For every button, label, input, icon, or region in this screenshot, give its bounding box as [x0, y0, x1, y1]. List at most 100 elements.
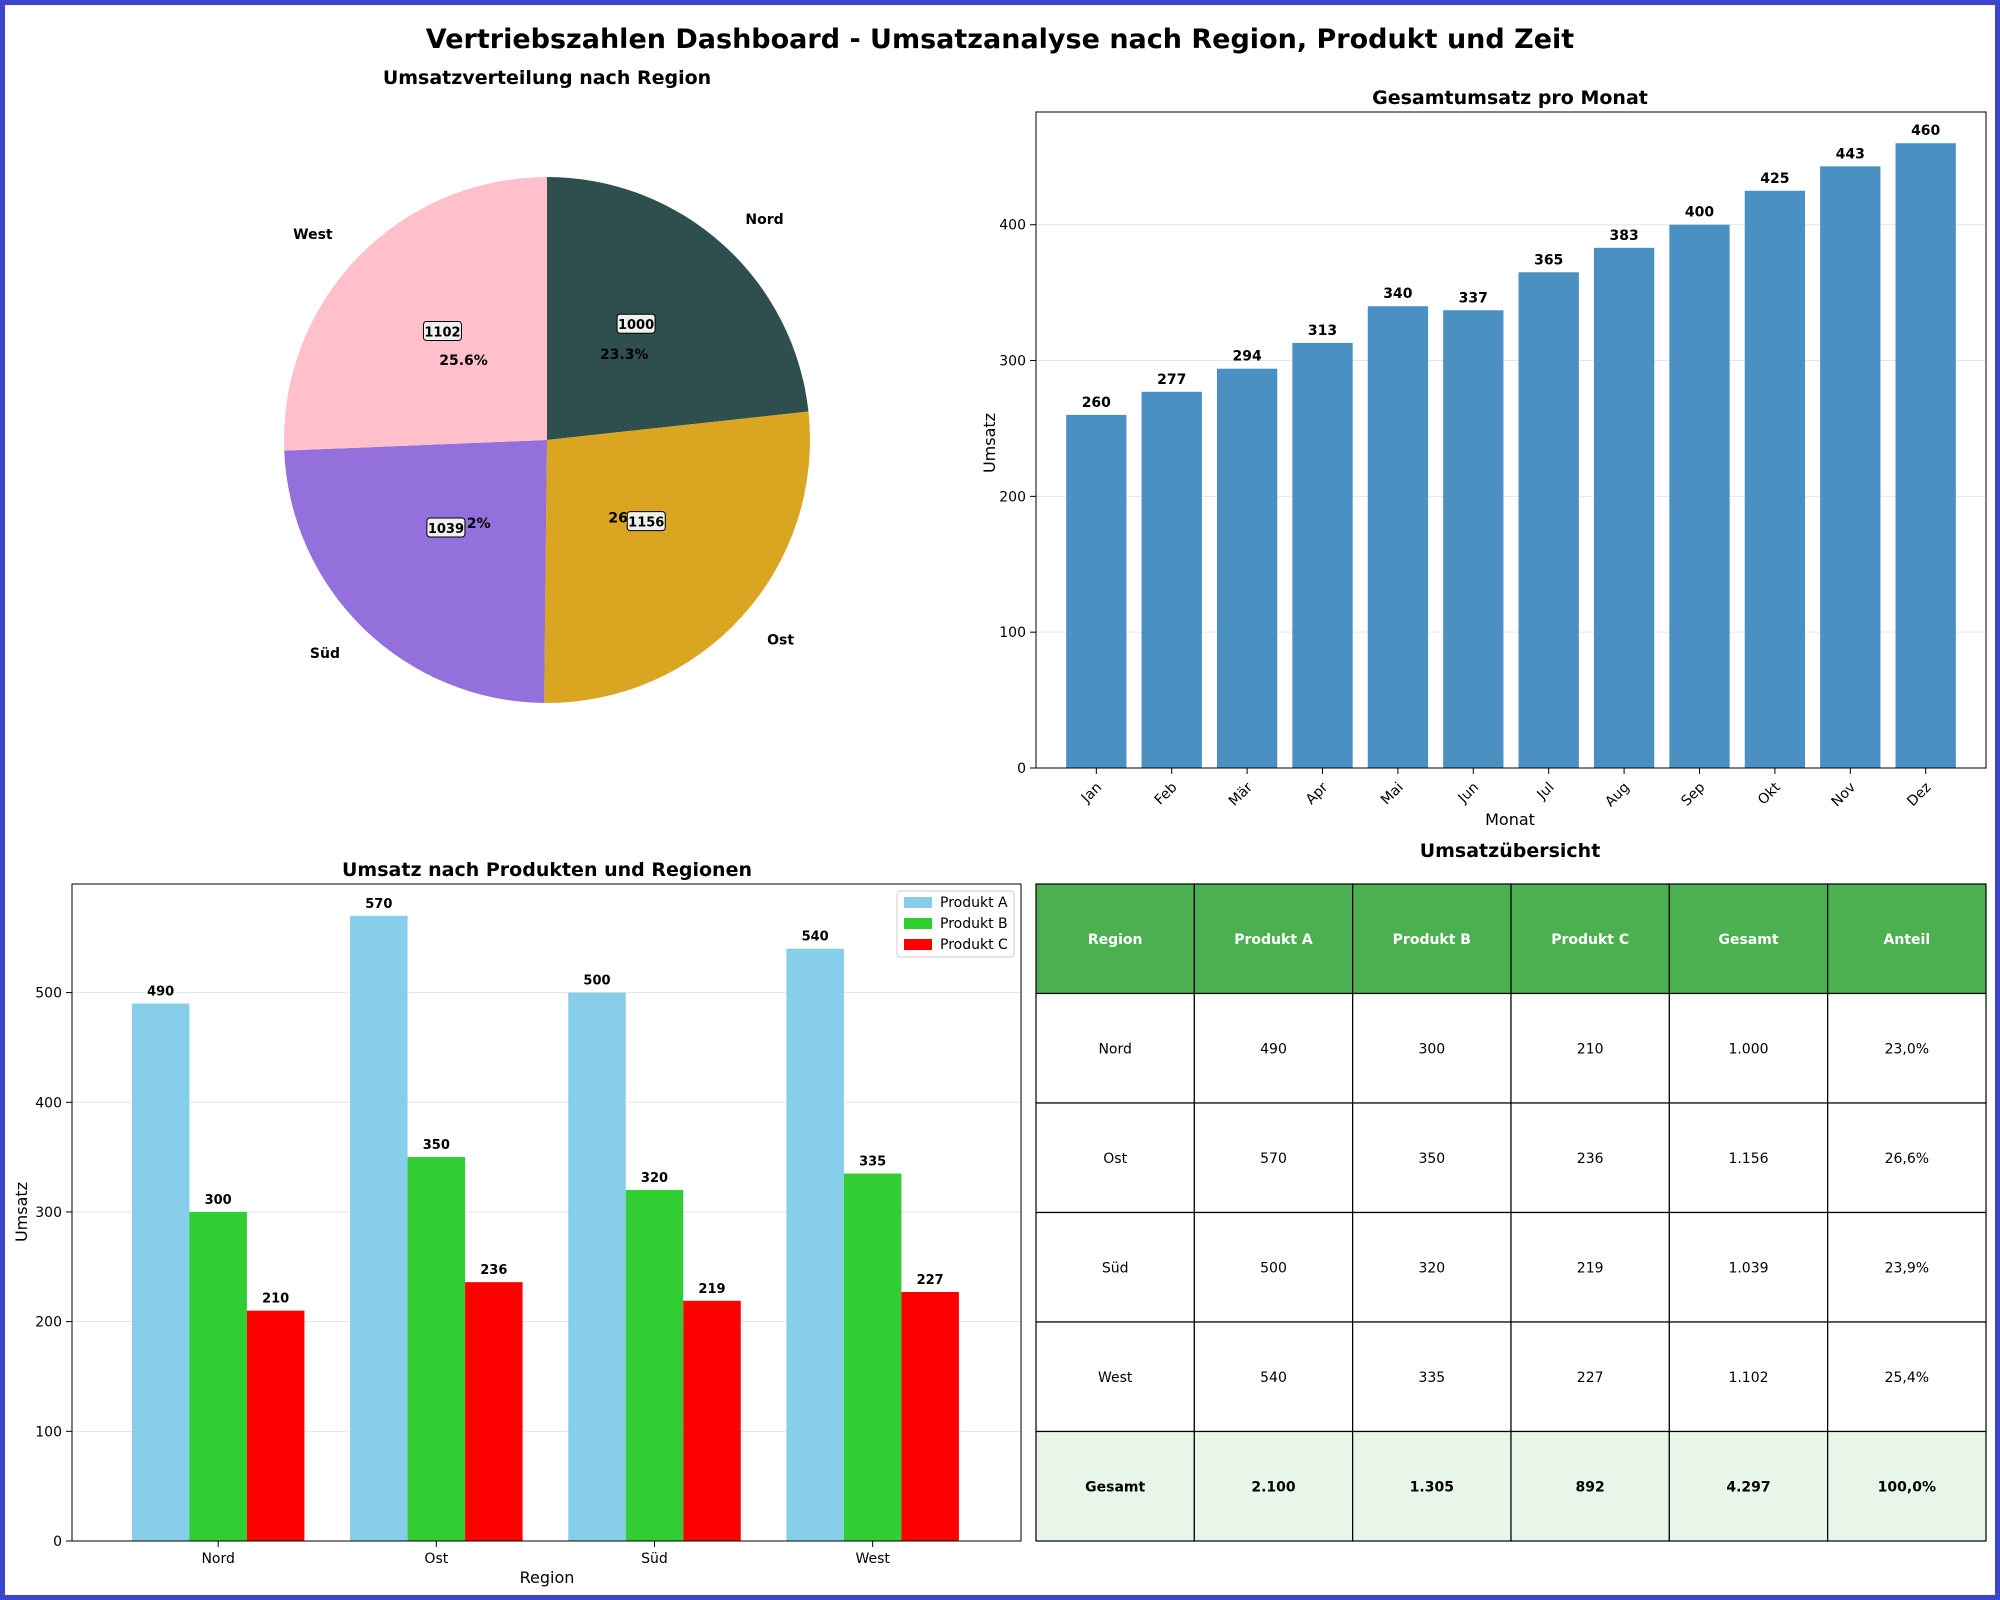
grouped-value-2-2: 219 — [698, 1282, 725, 1297]
grouped-ytick-label-1: 100 — [35, 1424, 62, 1440]
table-total-cell-3: 892 — [1576, 1479, 1605, 1495]
monthly-ytick-label-2: 200 — [999, 489, 1026, 505]
monthly-bar-1 — [1141, 391, 1202, 768]
table-cell-3-0: West — [1098, 1370, 1133, 1386]
grouped-bar-1-1 — [407, 1157, 466, 1541]
pie-value-3: 1102 — [424, 325, 460, 340]
pie-label-2: Süd — [310, 646, 340, 662]
monthly-bar-5 — [1443, 310, 1504, 768]
table-cell-1-1: 570 — [1260, 1151, 1287, 1167]
table-title: Umsatzübersicht — [1420, 840, 1601, 862]
summary-table: Umsatzübersicht Region Produkt A Produkt B… — [1035, 840, 1987, 1542]
legend-swatch-0 — [904, 897, 932, 908]
monthly-value-7: 383 — [1609, 228, 1638, 244]
monthly-value-0: 260 — [1082, 395, 1111, 411]
table-cell-0-3: 210 — [1577, 1041, 1604, 1057]
monthly-ytick-label-3: 300 — [999, 354, 1026, 370]
monthly-xlabel: Monat — [1485, 810, 1535, 829]
monthly-bar-6 — [1518, 272, 1579, 768]
grouped-plot: 0 100 200 300 400 500 490 300 210 Nord 570 350 236 Os… — [35, 883, 1022, 1567]
table-cell-3-2-bg — [1352, 1321, 1512, 1433]
grouped-bar-0-1 — [189, 1211, 247, 1541]
table-cell-2-1: 500 — [1260, 1260, 1287, 1276]
table-cell-1-0: Ost — [1103, 1151, 1127, 1167]
table-cell-2-4: 1.039 — [1728, 1260, 1768, 1276]
table-cell-1-2-bg — [1352, 1102, 1512, 1214]
table-header-cell-1-bg — [1193, 883, 1354, 995]
grouped-xtick-label-2: Süd — [641, 1551, 668, 1567]
table-cell-1-3: 236 — [1577, 1151, 1604, 1167]
monthly-ytick-label-0: 0 — [1017, 761, 1026, 777]
monthly-xtick-label-9: Okt — [1755, 779, 1784, 808]
table-cell-0-4: 1.000 — [1728, 1041, 1768, 1057]
table-cell-2-0: Süd — [1102, 1260, 1129, 1276]
table-cell-3-4-bg — [1668, 1321, 1829, 1433]
table-total-cell-1-bg — [1193, 1430, 1354, 1542]
pie-slice-3 — [284, 177, 547, 451]
table-cell-3-5: 25,4% — [1885, 1370, 1929, 1386]
table-header-cell-5: Anteil — [1884, 932, 1931, 948]
monthly-value-10: 443 — [1836, 146, 1865, 162]
monthly-value-9: 425 — [1760, 171, 1789, 187]
monthly-value-2: 294 — [1232, 349, 1261, 365]
grouped-value-0-2: 210 — [262, 1292, 289, 1307]
legend-label-1: Produkt B — [940, 916, 1008, 932]
monthly-bar-4 — [1367, 306, 1429, 768]
table-total-cell-0: Gesamt — [1085, 1479, 1145, 1495]
grouped-bar-2-0 — [568, 992, 626, 1541]
grouped-ytick-label-0: 0 — [53, 1534, 62, 1550]
table-cell-2-3-bg — [1510, 1211, 1670, 1323]
monthly-bar-10 — [1820, 166, 1881, 768]
pie-slice-0 — [547, 177, 809, 440]
grouped-legend: Produkt A Produkt B Produkt C — [896, 890, 1015, 958]
monthly-ytick-label-1: 100 — [999, 625, 1026, 641]
grouped-bar-chart: Umsatz nach Produkten und Regionen 0 100 2… — [12, 859, 1022, 1587]
table-header-cell-2: Produkt B — [1393, 932, 1471, 948]
table-header-cell-0-bg — [1035, 883, 1195, 995]
pie-percent-3: 25.6% — [439, 353, 488, 369]
pie-plot: Nord23.3%1000Ost26.9%1156Süd24.2%1039Wes… — [284, 177, 810, 704]
grouped-bar-1-2 — [465, 1282, 523, 1541]
grouped-ytick-label-3: 300 — [35, 1205, 62, 1221]
monthly-bar-11 — [1895, 143, 1956, 768]
grouped-value-2-1: 320 — [641, 1171, 668, 1186]
grouped-value-2-0: 500 — [583, 974, 610, 989]
grouped-bar-3-0 — [786, 948, 844, 1541]
monthly-bar-8 — [1669, 224, 1730, 769]
table-header-cell-4-bg — [1668, 883, 1829, 995]
table-cell-0-1-bg — [1193, 992, 1354, 1104]
monthly-xtick-label-3: Apr — [1303, 779, 1332, 808]
monthly-plot: 0 100 200 300 400 260 Jan 277 Feb 294 Mär 313 Apr 340… — [999, 111, 1987, 811]
table-cell-1-3-bg — [1510, 1102, 1670, 1214]
grouped-value-1-0: 570 — [365, 897, 392, 912]
table-header-cell-5-bg — [1827, 883, 1987, 995]
grouped-bar-0-0 — [131, 1003, 190, 1541]
table-cell-2-5: 23,9% — [1885, 1260, 1929, 1276]
monthly-xtick-label-0: Jan — [1078, 780, 1105, 807]
monthly-xtick-label-1: Feb — [1152, 779, 1181, 808]
monthly-bar-chart: Gesamtumsatz pro Monat 0 100 200 300 400 260 J… — [980, 87, 1987, 829]
table-total-cell-2-bg — [1352, 1430, 1512, 1542]
table-cell-1-4: 1.156 — [1728, 1151, 1768, 1167]
grouped-xtick-label-1: Ost — [424, 1551, 448, 1567]
grouped-ytick-label-4: 400 — [35, 1095, 62, 1111]
pie-value-box-0 — [616, 313, 656, 334]
monthly-bar-3 — [1292, 342, 1353, 768]
pie-value-box-1 — [626, 511, 666, 532]
pie-label-1: Ost — [767, 633, 794, 649]
pie-percent-0: 23.3% — [600, 347, 649, 363]
grouped-value-1-2: 236 — [480, 1263, 507, 1278]
table-total-cell-5: 100,0% — [1878, 1479, 1936, 1495]
table-cell-2-2-bg — [1352, 1211, 1512, 1323]
table-cell-0-0: Nord — [1098, 1041, 1131, 1057]
monthly-xtick-label-5: Jun — [1455, 780, 1482, 807]
monthly-xtick-label-7: Aug — [1602, 780, 1633, 811]
table-total-cell-3-bg — [1510, 1430, 1670, 1542]
monthly-xtick-label-6: Jul — [1534, 780, 1558, 804]
table-cell-3-1: 540 — [1260, 1370, 1287, 1386]
table-cell-3-3-bg — [1510, 1321, 1670, 1433]
pie-slice-2 — [284, 440, 547, 703]
table-cell-2-4-bg — [1668, 1211, 1829, 1323]
pie-chart: Umsatzverteilung nach Region Nord 23.3% 10… — [284, 67, 810, 704]
monthly-bar-9 — [1744, 190, 1806, 769]
